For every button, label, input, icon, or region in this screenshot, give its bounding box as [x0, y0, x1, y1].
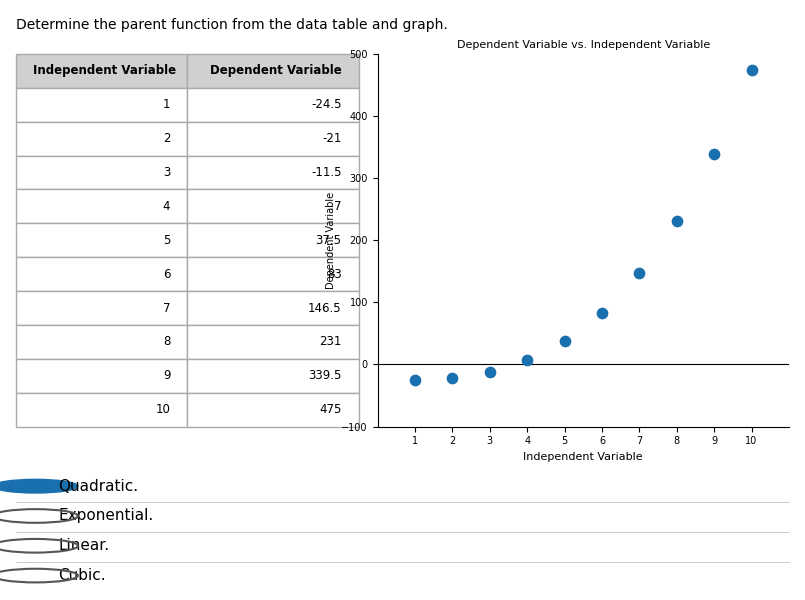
Text: Cubic.: Cubic. [59, 568, 106, 583]
Point [596, 308, 609, 318]
Circle shape [0, 479, 78, 493]
Text: Quadratic.: Quadratic. [59, 479, 138, 494]
Y-axis label: Dependent Variable: Dependent Variable [326, 192, 336, 289]
Point [633, 269, 646, 278]
Point [671, 216, 683, 226]
Title: Dependent Variable vs. Independent Variable: Dependent Variable vs. Independent Varia… [456, 40, 710, 50]
Point [409, 375, 422, 385]
X-axis label: Independent Variable: Independent Variable [523, 452, 643, 462]
Point [483, 367, 496, 376]
Circle shape [0, 539, 78, 553]
Point [708, 149, 720, 158]
Text: Determine the parent function from the data table and graph.: Determine the parent function from the d… [16, 18, 448, 32]
Point [745, 65, 758, 74]
Circle shape [0, 509, 78, 523]
Circle shape [0, 569, 78, 583]
Point [446, 373, 459, 382]
Point [558, 337, 571, 346]
Text: Exponential.: Exponential. [59, 508, 154, 523]
Text: Linear.: Linear. [59, 538, 109, 553]
Point [521, 355, 534, 365]
